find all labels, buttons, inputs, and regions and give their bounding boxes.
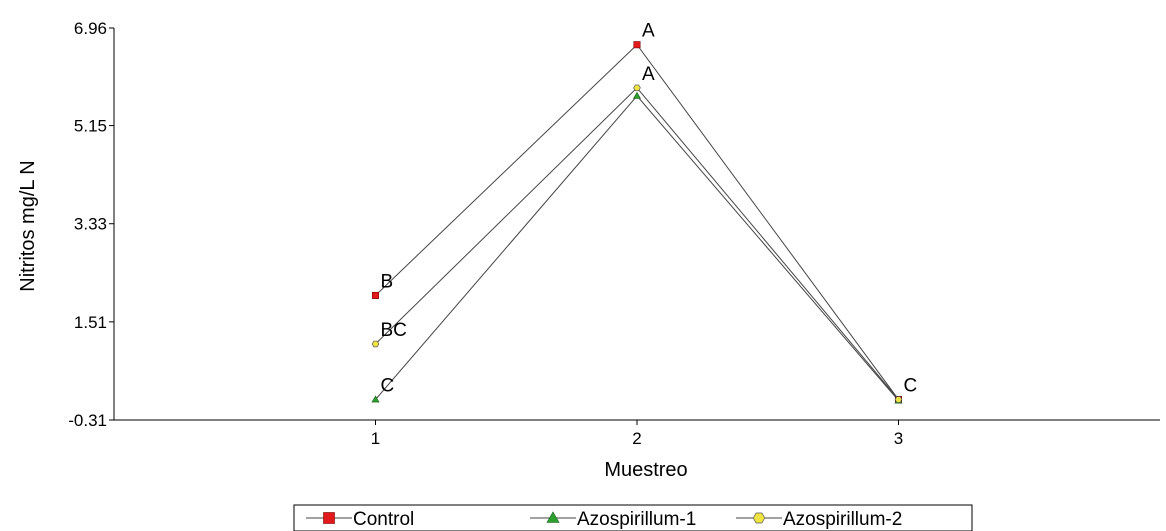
data-point: [633, 41, 641, 49]
data-point: [632, 91, 642, 99]
significance-label: C: [381, 376, 395, 397]
legend: Control Azospirillum-1 Azospirillum-2: [293, 504, 973, 531]
series-azospirillum-2: [371, 84, 903, 403]
data-point: [633, 84, 641, 92]
y-ticks: -0.31 1.51 3.33 5.15 6.96: [68, 19, 114, 430]
legend-item: Azospirillum-2: [736, 509, 902, 530]
y-tick-label: 6.96: [74, 19, 107, 38]
significance-label: A: [642, 21, 655, 42]
significance-label: BC: [381, 320, 407, 341]
data-point: [371, 395, 380, 403]
y-axis-title: Nitritos mg/L N: [17, 160, 39, 292]
y-tick-label: -0.31: [68, 411, 107, 430]
y-tick-label: 1.51: [74, 313, 107, 332]
series-line: [375, 95, 899, 401]
annotation-layer: B BC C A A C: [381, 21, 918, 397]
legend-label: Azospirillum-1: [577, 509, 696, 530]
significance-label: B: [381, 271, 394, 292]
x-ticks: 1 2 3: [371, 420, 903, 448]
legend-box: [293, 504, 973, 531]
series-azospirillum-1: [371, 91, 903, 404]
axes: -0.31 1.51 3.33 5.15 6.96 1 2 3: [68, 19, 1160, 448]
legend-label: Azospirillum-2: [783, 509, 902, 530]
data-point: [371, 340, 380, 348]
data-point: [371, 291, 379, 299]
significance-label: A: [642, 64, 655, 85]
y-tick-label: 3.33: [74, 215, 107, 234]
legend-marker: [752, 512, 766, 524]
x-tick-label: 2: [632, 429, 641, 448]
legend-item: Azospirillum-1: [530, 509, 696, 530]
x-tick-label: 3: [894, 429, 903, 448]
x-axis-title: Muestreo: [604, 459, 687, 481]
series-layer: [371, 41, 903, 404]
y-tick-label: 5.15: [74, 117, 107, 136]
legend-marker: [546, 511, 560, 523]
legend-label: Control: [353, 509, 414, 530]
data-point: [894, 396, 903, 403]
series-line: [375, 87, 899, 400]
legend-item: Control: [306, 509, 414, 530]
legend-marker: [323, 512, 335, 524]
legend-items: Control Azospirillum-1 Azospirillum-2: [306, 509, 902, 530]
x-tick-label: 1: [371, 429, 380, 448]
significance-label: C: [904, 376, 918, 397]
